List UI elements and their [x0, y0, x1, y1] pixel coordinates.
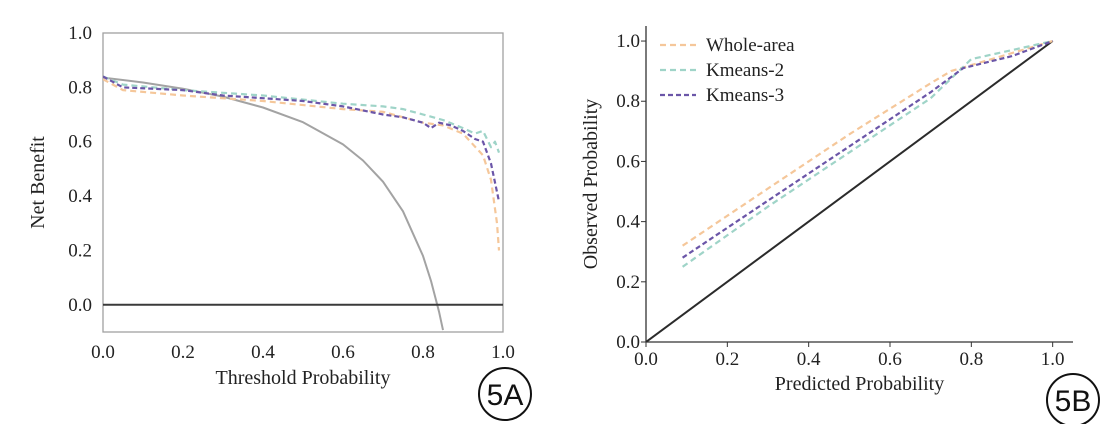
y-tick-label: 1.0 — [68, 23, 92, 44]
chart-panel-5A: 0.0 0.2 0.4 0.6 0.8 1.0 1.0 0.8 0.6 0.4 0.2 0.0 Thre… — [27, 23, 532, 421]
plot-frame — [102, 32, 504, 333]
series-line-kmeans-3 — [103, 75, 501, 202]
panel-badge: 5A — [478, 367, 532, 421]
x-tick-label: 0.2 — [715, 349, 739, 370]
series-line-whole-area — [103, 78, 501, 251]
x-tick-label: 0.8 — [411, 342, 435, 363]
series-line-treat-all — [103, 76, 444, 331]
series-line-kmeans-3 — [681, 39, 1054, 259]
y-tick-label: 0.6 — [616, 151, 640, 172]
y-axis-label: Observed Probability — [580, 99, 602, 270]
x-tick-label: 0.4 — [797, 349, 821, 370]
x-tick-label: 0.0 — [634, 349, 658, 370]
y-tick-label: 0.8 — [68, 77, 92, 98]
x-tick-label: 0.2 — [171, 342, 195, 363]
x-tick-label: 1.0 — [491, 342, 515, 363]
series-line-kmeans-2 — [103, 75, 501, 153]
y-tick-label: 0.2 — [68, 240, 92, 261]
y-tick-label: 0.4 — [616, 212, 640, 233]
badge-circle — [1046, 373, 1100, 424]
x-tick-label: 0.6 — [878, 349, 902, 370]
y-axis-label: Net Benefit — [27, 136, 49, 229]
y-tick-label: 0.0 — [616, 332, 640, 353]
y-tick-label: 0.0 — [68, 295, 92, 316]
chart-panel-5B: 0.0 0.2 0.4 0.6 0.8 1.0 1.0 0.8 0.6 0.4 0.2 0.0 Pred… — [580, 26, 1100, 424]
x-axis-label: Threshold Probability — [216, 367, 391, 389]
legend: Whole-area Kmeans-2 Kmeans-3 — [660, 35, 795, 106]
badge-circle — [478, 367, 532, 421]
series-line-kmeans-2 — [681, 39, 1053, 268]
y-tick-label: 0.4 — [68, 186, 92, 207]
legend-label: Kmeans-3 — [706, 85, 784, 106]
y-tick-label: 0.8 — [616, 91, 640, 112]
x-tick-label: 1.0 — [1041, 349, 1065, 370]
y-tick-label: 0.2 — [616, 272, 640, 293]
x-tick-label: 0.0 — [91, 342, 115, 363]
badge-label: 5B — [1055, 385, 1092, 418]
x-axis-label: Predicted Probability — [775, 373, 944, 395]
legend-label: Whole-area — [706, 35, 795, 56]
legend-label: Kmeans-2 — [706, 60, 784, 81]
x-tick-label: 0.4 — [251, 342, 275, 363]
y-tick-label: 1.0 — [616, 31, 640, 52]
series-line-ideal — [646, 40, 1054, 342]
y-tick-label: 0.6 — [68, 132, 92, 153]
panel-badge: 5B — [1046, 373, 1100, 424]
x-tick-label: 0.6 — [331, 342, 355, 363]
badge-label: 5A — [487, 379, 524, 412]
x-tick-label: 0.8 — [959, 349, 983, 370]
